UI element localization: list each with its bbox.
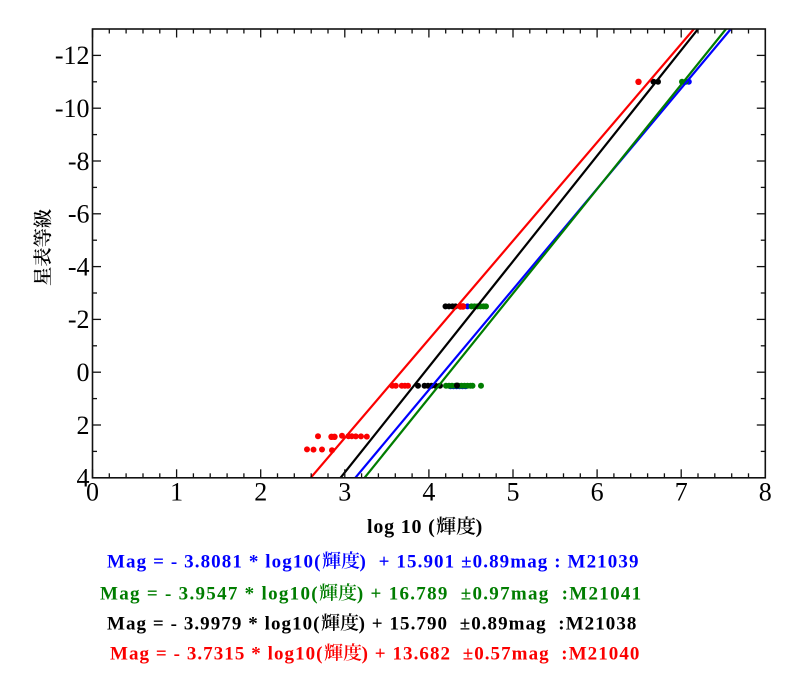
svg-text:-10: -10: [55, 94, 90, 123]
svg-text:-2: -2: [68, 305, 90, 334]
svg-text:6: 6: [591, 478, 604, 507]
svg-text:-6: -6: [68, 200, 90, 229]
svg-text:7: 7: [675, 478, 688, 507]
svg-text:4: 4: [77, 464, 90, 493]
svg-text:2: 2: [254, 478, 267, 507]
svg-text:8: 8: [759, 478, 772, 507]
svg-text:1: 1: [170, 478, 183, 507]
svg-text:5: 5: [507, 478, 520, 507]
svg-text:2: 2: [77, 411, 90, 440]
svg-text:4: 4: [422, 478, 435, 507]
svg-text:3: 3: [338, 478, 351, 507]
svg-text:-12: -12: [55, 41, 90, 70]
svg-text:-4: -4: [68, 252, 90, 281]
svg-text:-8: -8: [68, 147, 90, 176]
svg-text:0: 0: [77, 358, 90, 387]
svg-text:0: 0: [86, 478, 99, 507]
